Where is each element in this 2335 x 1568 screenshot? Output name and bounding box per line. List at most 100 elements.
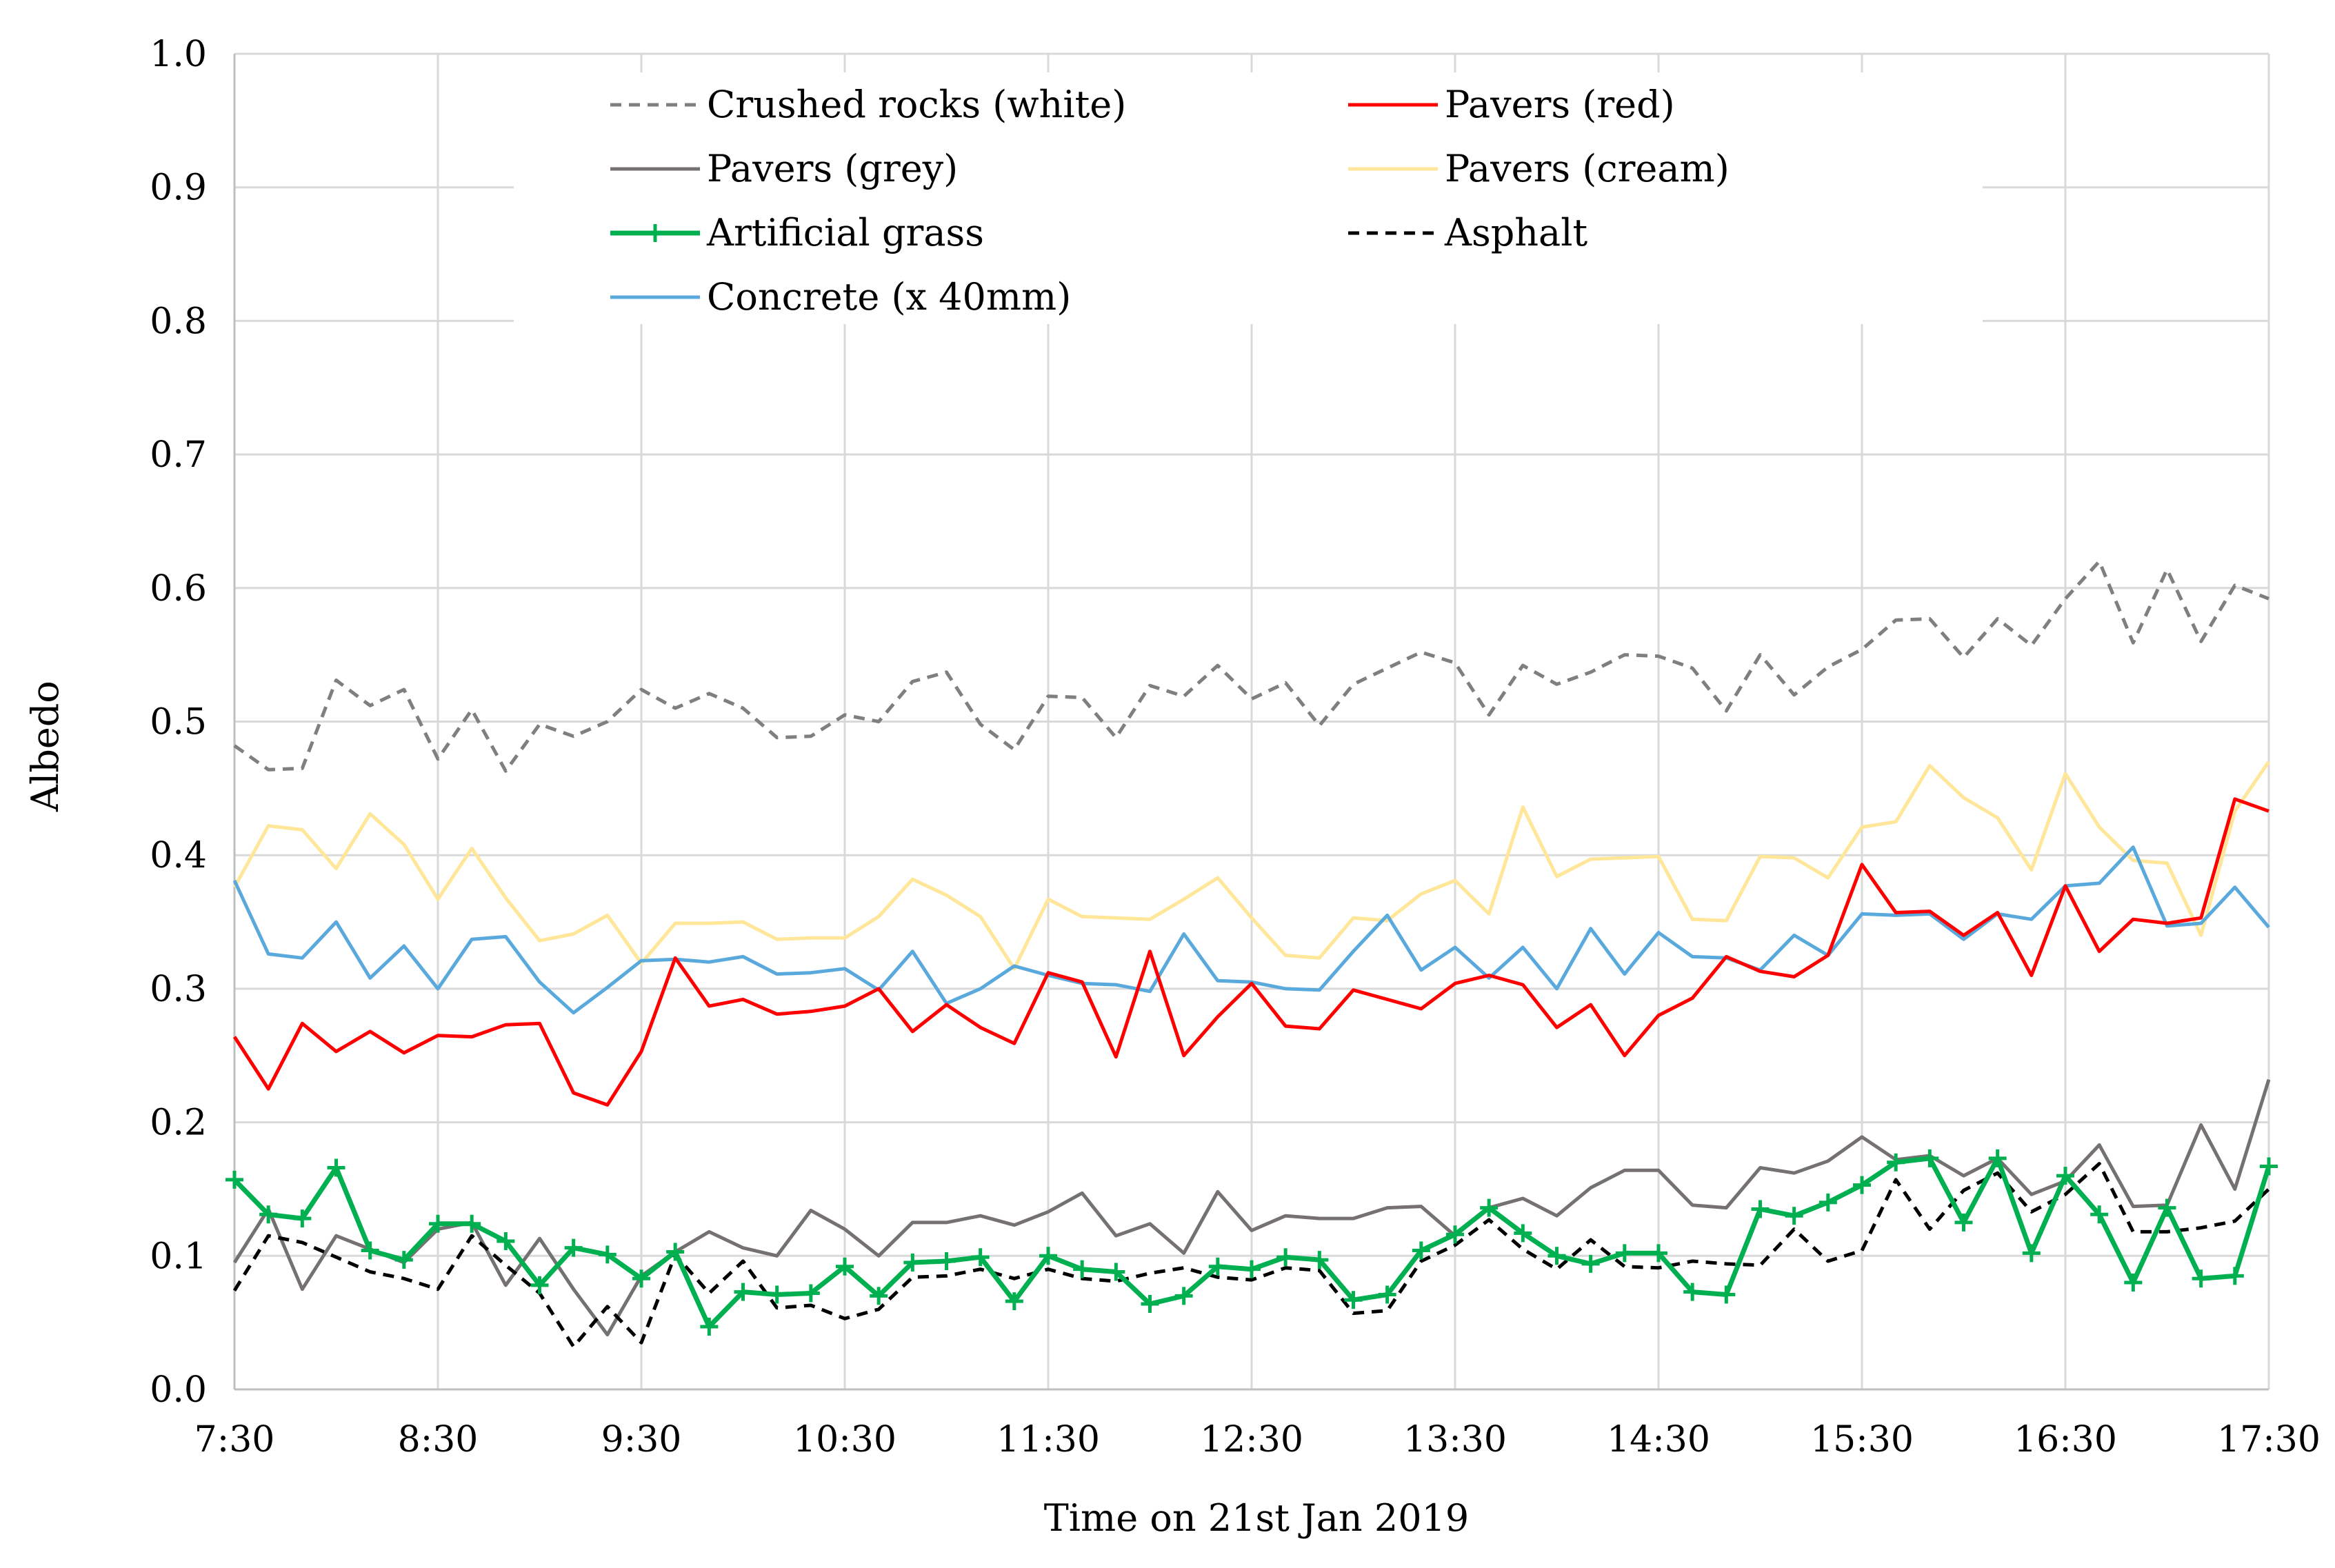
x-tick-label: 9:30 <box>601 1419 682 1460</box>
data-point-marker <box>1480 1198 1499 1217</box>
y-tick-label: 0.5 <box>150 702 207 743</box>
y-tick-label: 0.9 <box>150 168 207 209</box>
series-line-pavers-red <box>232 797 2269 1107</box>
data-point-marker <box>1650 1244 1667 1263</box>
data-point-marker <box>632 1269 650 1288</box>
data-point-marker <box>1683 1283 1702 1301</box>
y-tick-label: 0.6 <box>150 568 207 610</box>
legend-label: Artificial grass <box>706 211 984 254</box>
legend-item-pavers-red: Pavers (red) <box>1348 83 1675 126</box>
data-point-marker <box>937 1252 956 1271</box>
y-tick-label: 0.1 <box>150 1236 207 1277</box>
axis-labels: Time on 21st Jan 2019 Albedo <box>23 681 1469 1540</box>
data-point-marker <box>2124 1274 2143 1292</box>
data-point-marker <box>1344 1291 1363 1309</box>
data-point-marker <box>1785 1207 1803 1225</box>
data-point-marker <box>1887 1153 1905 1172</box>
x-tick-label: 10:30 <box>793 1419 896 1460</box>
axes: 0.0 0.1 0.2 0.3 0.4 0.5 0.6 0.7 0.8 0.9 1.0 7:30 8:3… <box>150 34 2321 1460</box>
data-point-marker <box>1073 1260 1092 1278</box>
x-tick-label: 17:30 <box>2217 1419 2321 1460</box>
data-point-marker <box>226 1170 243 1189</box>
data-point-marker <box>530 1276 549 1294</box>
x-tick-label: 16:30 <box>2014 1419 2117 1460</box>
data-point-marker <box>564 1238 583 1257</box>
x-tick-label: 13:30 <box>1403 1419 1507 1460</box>
data-point-marker <box>700 1317 719 1336</box>
legend-item-asphalt: Asphalt <box>1348 211 1588 254</box>
data-point-marker <box>361 1241 379 1260</box>
y-tick-label: 0.7 <box>150 434 207 476</box>
legend-item-crushed-rocks-white: Crushed rocks (white) <box>610 83 1126 126</box>
x-tick-label: 12:30 <box>1200 1419 1303 1460</box>
data-point-marker <box>1853 1176 1871 1194</box>
data-point-marker <box>2090 1205 2109 1224</box>
data-point-marker <box>1005 1292 1023 1311</box>
legend-item-pavers-grey: Pavers (grey) <box>610 147 958 190</box>
series-crushed-rocks-white <box>233 559 2269 773</box>
series-pavers-red <box>232 797 2269 1107</box>
y-tick-label: 0.0 <box>150 1369 207 1411</box>
data-point-marker <box>293 1209 312 1228</box>
data-point-marker <box>903 1253 922 1272</box>
legend-label: Crushed rocks (white) <box>707 83 1126 126</box>
x-tick-label: 14:30 <box>1607 1419 1710 1460</box>
series-asphalt <box>232 1162 2270 1349</box>
data-point-marker <box>429 1214 447 1233</box>
y-tick-label: 1.0 <box>150 34 207 75</box>
data-point-marker <box>1174 1287 1193 1305</box>
data-point-marker <box>1514 1224 1532 1243</box>
data-point-marker <box>734 1283 752 1301</box>
data-point-marker <box>327 1158 345 1177</box>
data-point-marker <box>971 1248 990 1267</box>
y-tick-label: 0.4 <box>150 835 207 876</box>
y-tick-label: 0.2 <box>150 1103 207 1144</box>
data-point-marker <box>598 1245 617 1264</box>
y-tick-label: 0.8 <box>150 301 207 342</box>
data-point-marker <box>1818 1193 1837 1212</box>
data-point-marker <box>1446 1225 1464 1244</box>
x-tick-label: 7:30 <box>194 1419 275 1460</box>
legend-item-artificial-grass: Artificial grass <box>610 211 984 254</box>
data-point-marker <box>1615 1244 1634 1263</box>
data-point-marker <box>2158 1198 2176 1217</box>
data-point-marker <box>1378 1285 1396 1304</box>
data-point-marker <box>2056 1167 2074 1185</box>
data-point-marker <box>1988 1149 2007 1167</box>
data-point-marker <box>1310 1251 1329 1269</box>
data-point-marker <box>801 1284 820 1303</box>
legend-label: Pavers (red) <box>1445 83 1675 126</box>
data-series <box>226 559 2278 1349</box>
legend-item-pavers-cream: Pavers (cream) <box>1348 147 1730 190</box>
data-point-marker <box>1717 1285 1736 1304</box>
data-point-marker <box>497 1232 515 1250</box>
series-line-crushed-rocks-white <box>233 559 2269 773</box>
data-point-marker <box>259 1205 278 1224</box>
x-tick-label: 15:30 <box>1810 1419 1914 1460</box>
data-point-marker <box>768 1285 786 1304</box>
data-point-marker <box>666 1243 685 1261</box>
data-point-marker <box>1141 1295 1159 1314</box>
data-point-marker <box>1412 1241 1430 1260</box>
legend-item-concrete-x-40mm: Concrete (x 40mm) <box>610 275 1071 319</box>
data-point-marker <box>836 1257 854 1276</box>
data-point-marker <box>1954 1213 1973 1232</box>
legend: Crushed rocks (white) Pavers (red) Pavers … <box>514 72 1983 324</box>
legend-label: Asphalt <box>1444 211 1588 254</box>
data-point-marker <box>2022 1244 2041 1263</box>
data-point-marker <box>1208 1257 1227 1276</box>
legend-label: Pavers (grey) <box>707 147 958 190</box>
series-line-pavers-cream <box>232 761 2271 971</box>
y-axis-title: Albedo <box>23 681 67 812</box>
x-tick-label: 8:30 <box>398 1419 479 1460</box>
legend-background <box>514 72 1983 324</box>
data-point-marker <box>1107 1263 1125 1281</box>
data-point-marker <box>1547 1247 1566 1265</box>
x-axis-title: Time on 21st Jan 2019 <box>1044 1496 1470 1540</box>
legend-marker <box>646 224 664 242</box>
data-point-marker <box>1276 1248 1295 1267</box>
data-point-marker <box>463 1214 481 1233</box>
series-artificial-grass <box>226 1149 2278 1336</box>
legend-label: Concrete (x 40mm) <box>707 275 1071 319</box>
